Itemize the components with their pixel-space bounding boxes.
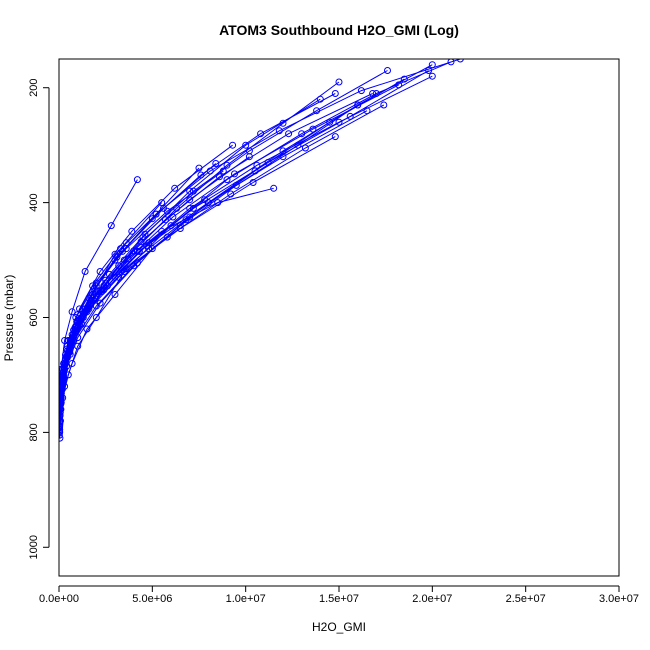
data-point xyxy=(212,160,220,167)
data-point xyxy=(380,101,388,109)
series-line xyxy=(59,75,433,426)
x-tick-label: 5.0e+06 xyxy=(132,593,172,605)
series-26 xyxy=(59,153,253,420)
x-tick-label: 2.5e+07 xyxy=(506,593,546,605)
data-point xyxy=(81,268,89,275)
data-point xyxy=(456,59,464,63)
data-point xyxy=(96,268,104,275)
data-point xyxy=(257,130,265,138)
data-point xyxy=(428,72,436,80)
data-point xyxy=(176,225,184,232)
data-point xyxy=(160,204,167,212)
data-point xyxy=(186,204,194,212)
y-tick-label: 200 xyxy=(28,79,40,97)
data-point xyxy=(204,199,212,207)
data-point xyxy=(119,247,126,255)
data-point xyxy=(102,276,110,284)
data-point xyxy=(77,319,85,327)
data-point xyxy=(171,184,179,192)
data-point xyxy=(107,222,115,230)
x-tick-label: 0.0e+00 xyxy=(39,593,79,605)
data-point xyxy=(253,161,261,169)
data-point xyxy=(331,133,339,141)
data-point xyxy=(148,215,156,223)
data-point xyxy=(68,308,76,316)
data-point xyxy=(197,171,205,179)
series-line xyxy=(63,136,336,364)
data-point xyxy=(363,107,371,115)
plot-frame xyxy=(58,58,620,577)
data-point xyxy=(67,339,75,347)
data-point xyxy=(400,75,408,83)
data-point xyxy=(59,399,65,406)
data-point xyxy=(92,314,100,321)
data-point xyxy=(59,422,64,429)
data-point xyxy=(270,184,278,192)
y-axis: 200 400 600 800 1000 xyxy=(28,79,50,560)
data-point xyxy=(83,325,91,333)
data-point xyxy=(309,125,317,133)
data-point xyxy=(133,176,141,184)
y-tick-label: 1000 xyxy=(28,535,40,559)
chart-title: ATOM3 Southbound H2O_GMI (Log) xyxy=(219,22,459,38)
data-point xyxy=(331,90,339,97)
data-point xyxy=(66,348,74,356)
data-point xyxy=(335,118,343,126)
data-point xyxy=(285,130,293,138)
data-point xyxy=(60,374,68,382)
data-point xyxy=(91,285,98,293)
x-axis-label: H2O_GMI xyxy=(312,620,366,634)
data-point xyxy=(68,331,76,339)
data-point xyxy=(369,90,377,97)
data-point xyxy=(111,256,119,264)
x-axis: 0.0e+00 5.0e+06 1.0e+07 1.5e+07 2.0e+07 2.5e+… xyxy=(39,585,639,605)
series-line xyxy=(62,104,385,370)
data-point xyxy=(223,161,231,169)
data-point xyxy=(137,238,145,246)
y-tick-label: 600 xyxy=(28,308,40,326)
data-point xyxy=(395,81,403,89)
series-line xyxy=(59,156,250,417)
data-point xyxy=(135,247,143,255)
y-axis-label: Pressure (mbar) xyxy=(2,275,16,362)
data-point xyxy=(111,291,119,298)
x-tick-label: 1.5e+07 xyxy=(319,593,359,605)
data-point xyxy=(186,196,194,204)
series-28 xyxy=(59,72,436,429)
series-layer xyxy=(59,59,464,442)
x-tick-label: 2.0e+07 xyxy=(412,593,452,605)
data-point xyxy=(223,176,231,184)
data-point xyxy=(216,173,223,181)
data-point xyxy=(96,299,104,307)
data-point xyxy=(128,227,136,235)
data-point xyxy=(143,242,151,250)
data-point xyxy=(447,59,455,66)
data-point xyxy=(357,87,365,95)
data-point xyxy=(384,67,391,74)
y-tick-label: 800 xyxy=(28,423,40,441)
data-point xyxy=(275,127,283,135)
data-point xyxy=(245,153,253,161)
x-tick-label: 3.0e+07 xyxy=(599,593,639,605)
data-point xyxy=(229,141,237,149)
data-point xyxy=(68,360,76,367)
data-point xyxy=(152,210,160,218)
data-point xyxy=(85,294,93,302)
y-tick-label: 400 xyxy=(28,193,40,211)
data-point xyxy=(60,360,68,367)
data-point xyxy=(161,216,169,224)
data-point xyxy=(100,286,108,294)
data-point xyxy=(279,153,287,161)
data-point xyxy=(163,233,171,241)
x-tick-label: 1.0e+07 xyxy=(226,593,266,605)
data-point xyxy=(186,213,194,221)
data-point xyxy=(249,179,257,186)
data-point xyxy=(231,170,238,178)
data-point xyxy=(335,78,343,86)
data-point xyxy=(242,141,250,149)
